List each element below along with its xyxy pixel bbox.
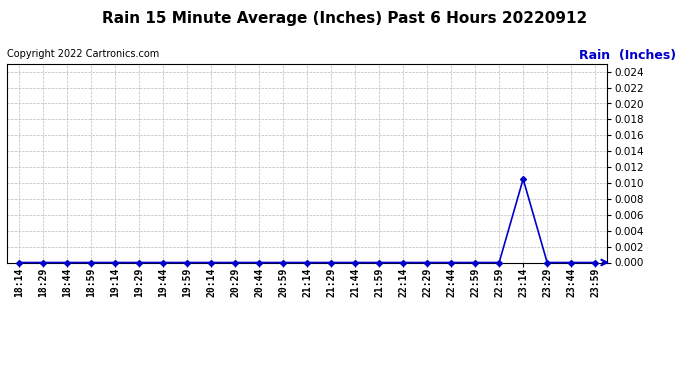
Text: Rain 15 Minute Average (Inches) Past 6 Hours 20220912: Rain 15 Minute Average (Inches) Past 6 H… bbox=[102, 11, 588, 26]
Text: Rain  (Inches): Rain (Inches) bbox=[579, 49, 676, 62]
Text: Copyright 2022 Cartronics.com: Copyright 2022 Cartronics.com bbox=[7, 49, 159, 59]
